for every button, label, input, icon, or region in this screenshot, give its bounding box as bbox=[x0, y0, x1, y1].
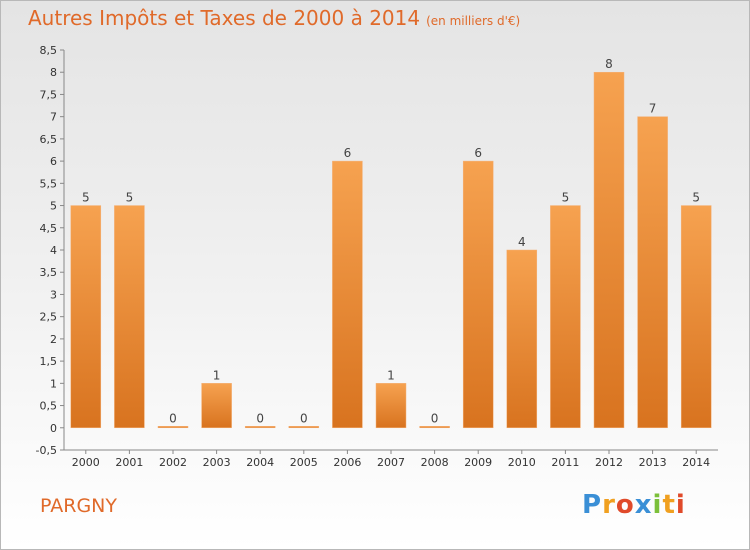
data-label: 5 bbox=[692, 191, 700, 205]
data-label: 4 bbox=[518, 235, 526, 249]
data-label: 0 bbox=[169, 411, 177, 425]
x-tick-label: 2007 bbox=[377, 456, 405, 469]
bar bbox=[70, 205, 102, 429]
x-tick-label: 2014 bbox=[682, 456, 710, 469]
data-label: 7 bbox=[649, 102, 657, 116]
bar bbox=[114, 205, 145, 429]
x-tick-label: 2008 bbox=[421, 456, 449, 469]
proxiti-logo: Proxiti bbox=[582, 490, 686, 520]
logo-letter: r bbox=[602, 490, 616, 520]
bar bbox=[462, 160, 494, 429]
x-tick-label: 2000 bbox=[72, 456, 100, 469]
y-tick-label: 7 bbox=[50, 111, 57, 124]
data-label: 6 bbox=[344, 146, 352, 160]
y-tick-label: 7,5 bbox=[40, 88, 58, 101]
y-tick-label: 3,5 bbox=[40, 266, 58, 279]
y-tick-label: 8 bbox=[50, 66, 57, 79]
bar bbox=[332, 160, 363, 429]
data-label: 5 bbox=[82, 191, 90, 205]
x-tick-label: 2004 bbox=[246, 456, 274, 469]
logo-letter: i bbox=[652, 490, 663, 520]
chart-subtitle: (en milliers d'€) bbox=[426, 14, 521, 28]
bar bbox=[375, 383, 407, 429]
y-tick-label: 8,5 bbox=[40, 44, 58, 57]
chart-title: Autres Impôts et Taxes de 2000 à 2014 (en… bbox=[28, 6, 520, 30]
data-label: 1 bbox=[387, 368, 395, 382]
y-tick-label: 1,5 bbox=[40, 355, 58, 368]
bar bbox=[593, 71, 625, 429]
bar bbox=[550, 205, 581, 429]
bar bbox=[201, 383, 232, 429]
y-tick-label: 4,5 bbox=[40, 222, 58, 235]
data-label: 5 bbox=[126, 191, 134, 205]
logo-letter: P bbox=[582, 490, 603, 520]
y-tick-label: 1 bbox=[50, 377, 57, 390]
logo-letter: t bbox=[662, 490, 676, 520]
y-tick-label: 6,5 bbox=[40, 133, 58, 146]
logo-letter: o bbox=[615, 490, 635, 520]
y-tick-label: 0,5 bbox=[40, 400, 58, 413]
data-label: 0 bbox=[431, 411, 439, 425]
data-label: 1 bbox=[213, 368, 221, 382]
y-tick-label: 2,5 bbox=[40, 311, 58, 324]
chart-title-text: Autres Impôts et Taxes de 2000 à 2014 bbox=[28, 6, 421, 30]
x-tick-label: 2002 bbox=[159, 456, 187, 469]
bar bbox=[244, 426, 276, 429]
place-name: PARGNY bbox=[40, 495, 117, 517]
x-tick-label: 2012 bbox=[595, 456, 623, 469]
bar bbox=[419, 426, 450, 429]
y-tick-label: 5 bbox=[50, 200, 57, 213]
x-tick-label: 2003 bbox=[203, 456, 231, 469]
x-tick-label: 2010 bbox=[508, 456, 536, 469]
x-tick-label: 2005 bbox=[290, 456, 318, 469]
y-tick-label: -0,5 bbox=[36, 444, 57, 457]
x-tick-label: 2009 bbox=[464, 456, 492, 469]
x-tick-label: 2001 bbox=[115, 456, 143, 469]
y-tick-label: 0 bbox=[50, 422, 57, 435]
data-label: 6 bbox=[474, 146, 482, 160]
data-label: 5 bbox=[562, 191, 570, 205]
x-tick-label: 2011 bbox=[551, 456, 579, 469]
bar bbox=[288, 426, 320, 429]
x-tick-label: 2006 bbox=[333, 456, 361, 469]
logo-letter: x bbox=[634, 490, 653, 520]
y-tick-label: 2 bbox=[50, 333, 57, 346]
data-label: 8 bbox=[605, 57, 613, 71]
y-tick-label: 3 bbox=[50, 288, 57, 301]
x-tick-label: 2013 bbox=[639, 456, 667, 469]
y-tick-label: 6 bbox=[50, 155, 57, 168]
data-label: 0 bbox=[256, 411, 264, 425]
data-label: 0 bbox=[300, 411, 308, 425]
bar bbox=[680, 205, 712, 429]
y-tick-label: 4 bbox=[50, 244, 57, 257]
logo-letter: i bbox=[675, 490, 686, 520]
y-tick-label: 5,5 bbox=[40, 177, 58, 190]
bar bbox=[506, 249, 538, 429]
bar bbox=[157, 426, 189, 429]
bar bbox=[637, 116, 668, 429]
